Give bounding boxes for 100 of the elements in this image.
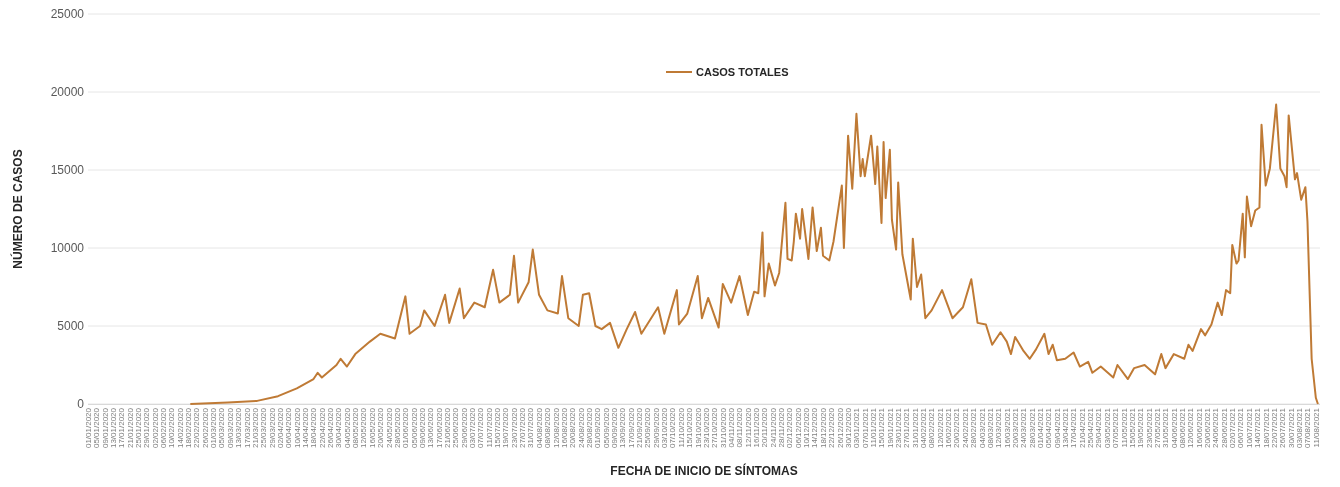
x-tick-label: 14/07/2021	[1253, 407, 1263, 449]
x-tick-label: 16/11/2020	[752, 407, 761, 448]
x-tick-label: 08/08/2020	[543, 407, 553, 449]
x-tick-label: 07/05/2021	[1111, 407, 1121, 449]
x-tick-label: 28/11/2020	[777, 407, 787, 448]
x-tick-label: 03/08/2021	[1294, 407, 1304, 449]
x-tick-label: 01/03/2020	[209, 407, 219, 449]
x-tick-label: 03/01/2021	[852, 407, 862, 449]
x-tick-label: 11/07/2020	[484, 407, 494, 448]
x-tick-label: 30/12/2020	[843, 407, 853, 449]
x-tick-label: 15/05/2021	[1127, 407, 1137, 449]
x-tick-label: 27/05/2021	[1152, 407, 1162, 449]
x-tick-label: 24/03/2021	[1019, 407, 1029, 449]
y-tick-label: 20000	[50, 85, 85, 100]
x-tick-label: 23/07/2020	[509, 407, 519, 449]
x-tick-label: 19/07/2020	[501, 407, 511, 449]
x-tick-label: 05/06/2020	[409, 407, 419, 449]
x-tick-label: 21/01/2020	[125, 407, 135, 449]
x-tick-label: 31/01/2021	[910, 407, 920, 449]
x-tick-label: 17/01/2020	[117, 407, 127, 449]
x-tick-label: 09/06/2020	[417, 407, 427, 449]
x-tick-label: 04/03/2021	[977, 407, 987, 449]
x-tick-label: 17/04/2021	[1069, 407, 1079, 449]
x-tick-label: 17/09/2020	[626, 407, 636, 449]
x-tick-label: 29/09/2020	[651, 407, 661, 449]
x-tick-label: 26/07/2021	[1278, 407, 1288, 449]
x-tick-label: 02/07/2021	[1228, 407, 1238, 449]
x-tick-label: 03/05/2021	[1102, 407, 1112, 449]
x-tick-label: 26/04/2020	[326, 407, 336, 449]
x-tick-label: 17/06/2020	[434, 407, 444, 449]
x-tick-label: 08/02/2021	[927, 407, 937, 449]
x-tick-label: 05/01/2020	[92, 407, 102, 449]
y-axis-title: NÚMERO DE CASOS	[10, 149, 25, 269]
x-tick-label: 27/01/2021	[902, 407, 912, 449]
x-tick-label: 02/02/2020	[150, 407, 160, 449]
x-tick-label: 09/01/2020	[100, 407, 110, 449]
x-tick-label: 29/03/2020	[267, 407, 277, 449]
x-tick-label: 22/12/2020	[827, 407, 837, 449]
x-tick-label: 25/09/2020	[643, 407, 653, 449]
x-tick-label: 01/04/2021	[1035, 407, 1045, 449]
x-tick-label: 19/10/2020	[693, 407, 703, 449]
x-tick-label: 25/01/2020	[133, 407, 143, 449]
y-tick-label: 10000	[50, 241, 85, 256]
x-tick-label: 08/11/2020	[735, 407, 745, 448]
x-tick-label: 13/04/2021	[1061, 407, 1071, 449]
y-tick-label: 0	[77, 397, 85, 412]
x-tick-label: 28/05/2020	[392, 407, 402, 449]
x-tick-label: 01/01/2020	[83, 407, 93, 449]
x-tick-label: 21/06/2020	[442, 407, 452, 449]
x-tick-label: 11/08/2021	[1311, 407, 1321, 448]
x-tick-label: 18/12/2020	[818, 407, 828, 449]
x-tick-label: 07/10/2020	[668, 407, 678, 449]
x-tick-label: 18/02/2020	[184, 407, 194, 449]
x-tick-label: 03/10/2020	[660, 407, 670, 449]
x-tick-label: 17/03/2020	[242, 407, 252, 449]
legend-label: CASOS TOTALES	[696, 65, 789, 78]
x-tick-label: 20/05/2020	[376, 407, 386, 449]
x-tick-label: 28/06/2021	[1219, 407, 1229, 449]
x-tick-label: 12/06/2021	[1186, 407, 1196, 449]
x-tick-label: 06/12/2020	[793, 407, 803, 449]
x-tick-label: 27/10/2020	[710, 407, 720, 449]
x-tick-label: 28/08/2020	[584, 407, 594, 449]
x-tick-label: 10/02/2020	[167, 407, 177, 449]
x-axis-title: FECHA DE INICIO DE SÍNTOMAS	[610, 463, 798, 478]
x-tick-label: 23/05/2021	[1144, 407, 1154, 449]
x-tick-label: 13/01/2020	[108, 407, 118, 449]
x-tick-label: 05/03/2020	[217, 407, 227, 449]
x-tick-label: 15/07/2020	[493, 407, 503, 449]
x-tick-label: 21/04/2021	[1077, 407, 1087, 449]
x-tick-label: 07/08/2021	[1303, 407, 1313, 449]
x-tick-label: 29/01/2020	[142, 407, 152, 449]
x-tick-label: 07/01/2021	[860, 407, 870, 449]
x-tick-label: 28/03/2021	[1027, 407, 1037, 449]
x-tick-label: 06/04/2020	[284, 407, 294, 449]
x-tick-label: 12/03/2021	[994, 407, 1004, 449]
x-tick-label: 19/01/2021	[885, 407, 895, 449]
x-tick-label: 13/03/2020	[234, 407, 244, 449]
x-tick-label: 04/11/2020	[726, 407, 736, 448]
x-tick-label: 25/03/2020	[259, 407, 269, 449]
x-tick-label: 27/07/2020	[518, 407, 528, 449]
x-tick-label: 10/04/2020	[292, 407, 302, 449]
y-tick-label: 25000	[50, 7, 85, 22]
x-tick-label: 22/02/2020	[192, 407, 202, 449]
x-tick-label: 07/07/2020	[476, 407, 486, 449]
x-tick-label: 11/05/2021	[1119, 407, 1129, 448]
x-tick-label: 08/06/2021	[1177, 407, 1187, 449]
x-tick-label: 12/08/2020	[551, 407, 561, 449]
x-tick-label: 26/02/2020	[200, 407, 210, 449]
x-tick-label: 24/06/2021	[1211, 407, 1221, 449]
x-tick-label: 29/04/2021	[1094, 407, 1104, 449]
x-tick-label: 19/05/2021	[1136, 407, 1146, 449]
x-tick-label: 10/07/2021	[1244, 407, 1254, 449]
x-tick-label: 24/08/2020	[576, 407, 586, 449]
x-tick-label: 24/11/2020	[768, 407, 778, 448]
x-tick-label: 22/04/2020	[317, 407, 327, 449]
x-tick-label: 04/05/2020	[342, 407, 352, 449]
y-tick-label: 15000	[50, 163, 85, 178]
x-tick-label: 24/02/2021	[960, 407, 970, 449]
x-tick-label: 26/12/2020	[835, 407, 845, 449]
x-tick-label: 31/07/2020	[526, 407, 536, 449]
